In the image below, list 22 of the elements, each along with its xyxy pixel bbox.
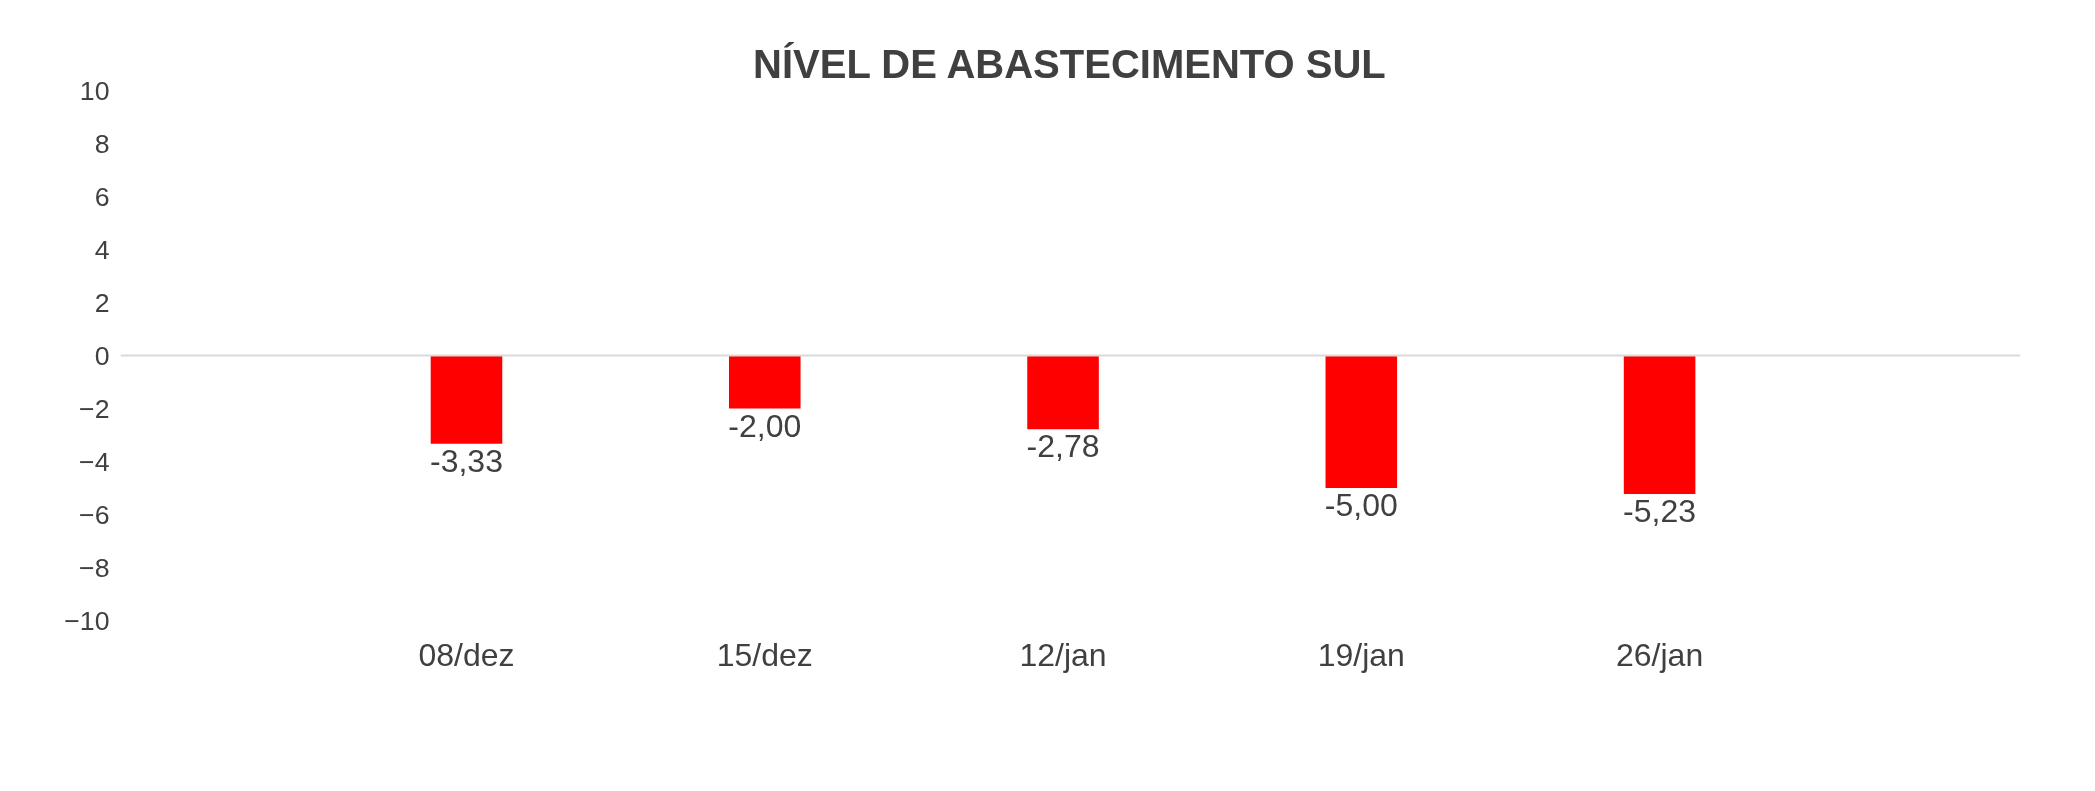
y-tick-label: −10 <box>64 605 110 636</box>
x-tick-label: 19/jan <box>1317 636 1405 673</box>
y-tick-label: −8 <box>79 552 110 583</box>
y-tick-label: 8 <box>94 128 110 159</box>
y-tick-label: 2 <box>94 287 110 318</box>
x-tick-label: 15/dez <box>716 636 813 673</box>
data-label: -5,23 <box>1623 493 1697 530</box>
y-tick-label: 4 <box>94 234 110 265</box>
y-tick-label: −4 <box>79 446 110 477</box>
y-tick-label: 6 <box>94 181 110 212</box>
data-label: -2,78 <box>1026 428 1100 465</box>
chart-title: NÍVEL DE ABASTECIMENTO SUL <box>753 41 1386 86</box>
y-tick-label: 0 <box>94 340 110 371</box>
x-tick-label: 08/dez <box>418 636 515 673</box>
data-label: -3,33 <box>430 442 503 479</box>
data-label: -2,00 <box>728 407 802 444</box>
y-tick-label: −6 <box>79 499 110 530</box>
x-tick-label: 26/jan <box>1616 636 1704 673</box>
y-tick-label: −2 <box>79 393 110 424</box>
x-tick-label: 12/jan <box>1019 636 1107 673</box>
data-label: -5,00 <box>1324 487 1398 523</box>
y-tick-label: 10 <box>79 75 110 106</box>
